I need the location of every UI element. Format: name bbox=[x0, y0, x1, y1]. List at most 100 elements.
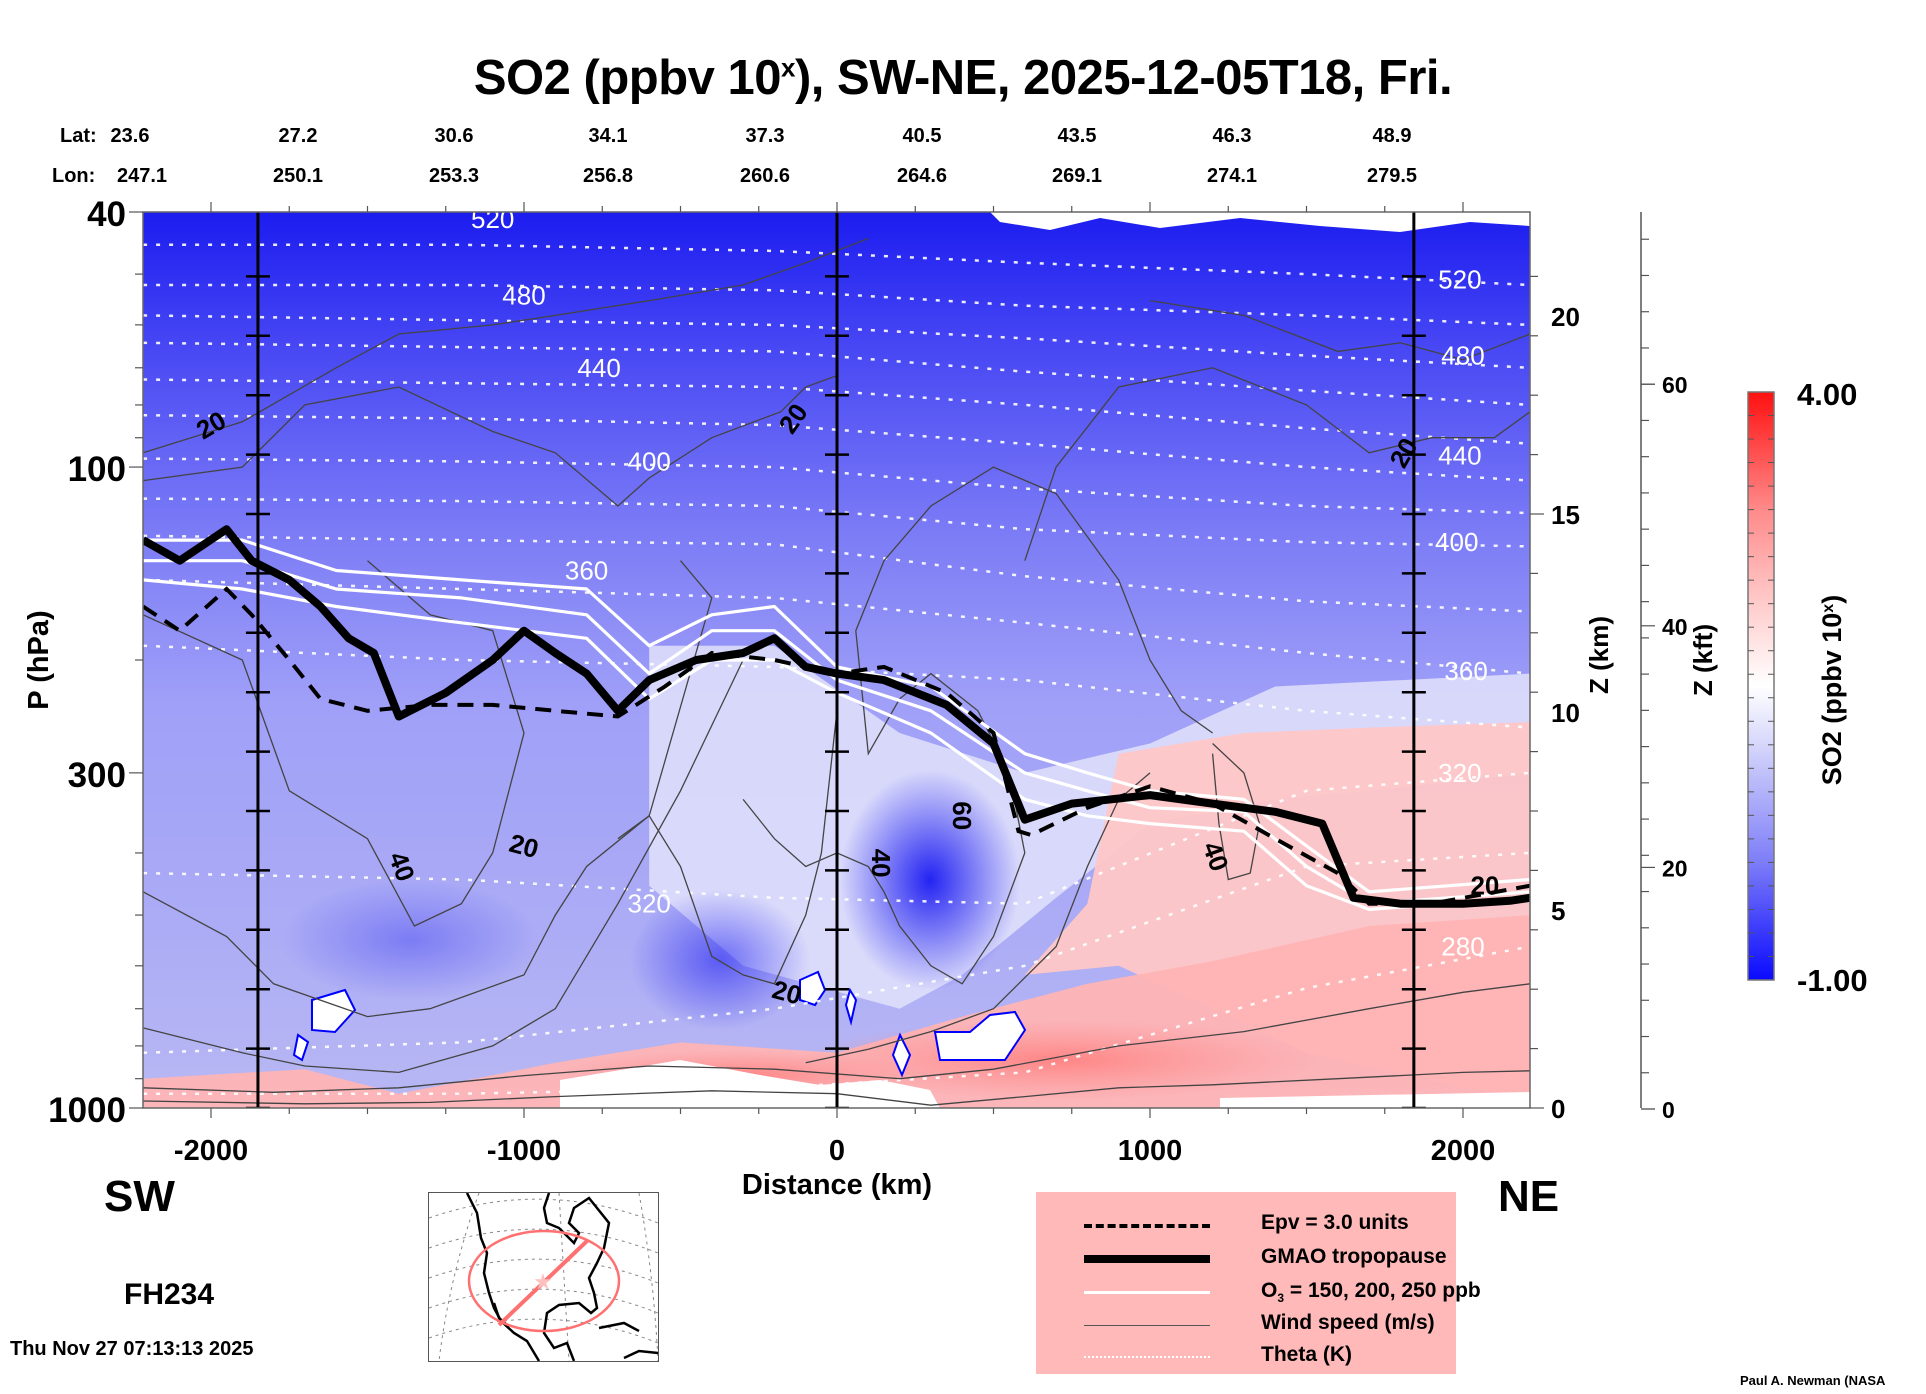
missing-data-patch bbox=[891, 1032, 912, 1078]
theta-line-540 bbox=[143, 243, 1530, 287]
y-axis-label: P (hPa) bbox=[23, 610, 55, 709]
missing-data-region bbox=[990, 212, 1530, 232]
theta-label: 320 bbox=[1438, 758, 1481, 788]
missing-data-patch bbox=[799, 970, 827, 1007]
so2-positive-core bbox=[800, 1020, 1320, 1100]
lat-value: 30.6 bbox=[434, 125, 474, 147]
lat-value: 23.6 bbox=[110, 125, 150, 147]
missing-data-patch bbox=[933, 1010, 1027, 1061]
missing-data-region bbox=[1220, 1092, 1530, 1108]
lon-value: 274.1 bbox=[1206, 165, 1258, 187]
lon-label: Lon: bbox=[52, 165, 96, 187]
map-coastlines bbox=[465, 1193, 658, 1361]
wind-contour-line bbox=[143, 374, 838, 507]
lon-value: 253.3 bbox=[428, 165, 480, 187]
wind-contour-line bbox=[143, 237, 869, 454]
lat-label: Lat: bbox=[60, 125, 97, 147]
theta-label: 360 bbox=[1444, 656, 1487, 686]
legend-item-tropopause: GMAO tropopause bbox=[1076, 1244, 1447, 1274]
theta-label: 440 bbox=[577, 353, 620, 383]
theta-line-420 bbox=[143, 457, 1530, 515]
colorbar-ticks bbox=[1748, 415, 1774, 957]
theta-line-280 bbox=[143, 945, 1530, 1095]
theta-label: 520 bbox=[471, 204, 514, 234]
so2-negative-core bbox=[630, 890, 810, 1030]
theta-line-340 bbox=[143, 644, 1530, 729]
theta-label: 400 bbox=[1435, 527, 1478, 557]
theta-line-400 bbox=[143, 497, 1530, 548]
theta-labels: 520 480 440 400 360 320 520 480 440 400 360 320 280 bbox=[471, 204, 1488, 962]
inset-map: ★ bbox=[428, 1192, 659, 1362]
theta-line-320 bbox=[143, 771, 1530, 905]
legend-swatch-dashed bbox=[1084, 1224, 1210, 1228]
lat-value: 48.9 bbox=[1372, 125, 1412, 147]
z-kft-tick-label: 0 bbox=[1662, 1097, 1675, 1123]
theta-contours bbox=[143, 243, 1530, 1095]
x-tick-label: 2000 bbox=[1431, 1135, 1496, 1167]
theta-label: 440 bbox=[1438, 441, 1481, 471]
colorbar-min-label: -1.00 bbox=[1797, 963, 1868, 998]
theta-line-480 bbox=[143, 341, 1530, 407]
z-km-tick-label: 0 bbox=[1551, 1094, 1565, 1124]
lon-value: 247.1 bbox=[116, 165, 168, 187]
z-km-tick-label: 15 bbox=[1551, 500, 1580, 530]
legend-swatch-thin bbox=[1084, 1325, 1210, 1326]
y-tick-label: 40 bbox=[87, 195, 126, 234]
colorbar-title: SO2 (ppbv 10x) bbox=[1817, 595, 1847, 785]
lat-value: 46.3 bbox=[1212, 125, 1252, 147]
theta-label: 360 bbox=[565, 555, 608, 585]
wind-contour-line bbox=[143, 1070, 1530, 1106]
lat-value: 43.5 bbox=[1057, 125, 1097, 147]
map-center-star-icon: ★ bbox=[533, 1269, 553, 1294]
legend-item-ozone: O3 = 150, 200, 250 ppb bbox=[1076, 1278, 1481, 1308]
lon-value: 260.6 bbox=[739, 165, 791, 187]
legend-item-theta: Theta (K) bbox=[1076, 1342, 1446, 1372]
theta-line-520 bbox=[143, 283, 1530, 327]
z-kft-tick-label: 60 bbox=[1662, 372, 1688, 398]
theta-line-460 bbox=[143, 378, 1530, 446]
theta-label: 480 bbox=[1441, 341, 1484, 371]
map-section-line bbox=[497, 1239, 589, 1327]
lon-value: 250.1 bbox=[272, 165, 324, 187]
lat-value: 40.5 bbox=[902, 125, 942, 147]
theta-line-300 bbox=[143, 851, 1530, 1055]
theta-line-380 bbox=[143, 534, 1530, 613]
wind-contour-line bbox=[1149, 299, 1530, 361]
lon-value: 269.1 bbox=[1051, 165, 1103, 187]
z-km-tick-label: 10 bbox=[1551, 698, 1580, 728]
theta-line-440 bbox=[143, 413, 1530, 482]
lon-value: 279.5 bbox=[1366, 165, 1418, 187]
x-tick-label: 0 bbox=[829, 1135, 845, 1167]
legend-swatch-white bbox=[1084, 1291, 1210, 1294]
x-tick-label: 1000 bbox=[1118, 1135, 1183, 1167]
missing-data-region bbox=[560, 1060, 940, 1108]
so2-field: 520480440400360320520480440400360320280 … bbox=[143, 204, 1530, 1108]
wind-speed-label: 20 bbox=[1470, 871, 1499, 901]
lat-value: 34.1 bbox=[588, 125, 628, 147]
lat-value: 37.3 bbox=[745, 125, 785, 147]
colorbar bbox=[1747, 391, 1775, 981]
chart-title: SO2 (ppbv 10x), SW-NE, 2025-12-05T18, Fr… bbox=[473, 51, 1453, 105]
reference-lines bbox=[245, 212, 1426, 1108]
z-km-tick-label: 5 bbox=[1551, 896, 1565, 926]
gmao-tropopause-line bbox=[143, 525, 1530, 908]
wind-contour-line bbox=[805, 772, 1151, 1064]
wind-contour-line bbox=[617, 710, 838, 985]
wind-contour-line bbox=[143, 659, 744, 1074]
wind-speed-label: 40 bbox=[866, 849, 896, 878]
lat-value: 27.2 bbox=[278, 125, 318, 147]
so2-negative-core bbox=[840, 770, 1020, 990]
legend-swatch-dotted bbox=[1084, 1356, 1210, 1358]
wind-contour-line bbox=[143, 983, 1530, 1093]
wind-speed-label: 60 bbox=[947, 801, 977, 830]
wind-contour-line bbox=[742, 466, 1213, 985]
theta-line-500 bbox=[143, 314, 1530, 370]
ne-direction-label: NE bbox=[1498, 1172, 1560, 1221]
y-tick-label: 1000 bbox=[48, 1091, 126, 1130]
wind-contour-line bbox=[1024, 367, 1530, 561]
sw-direction-label: SW bbox=[104, 1172, 175, 1221]
colorbar-max-label: 4.00 bbox=[1797, 377, 1857, 412]
